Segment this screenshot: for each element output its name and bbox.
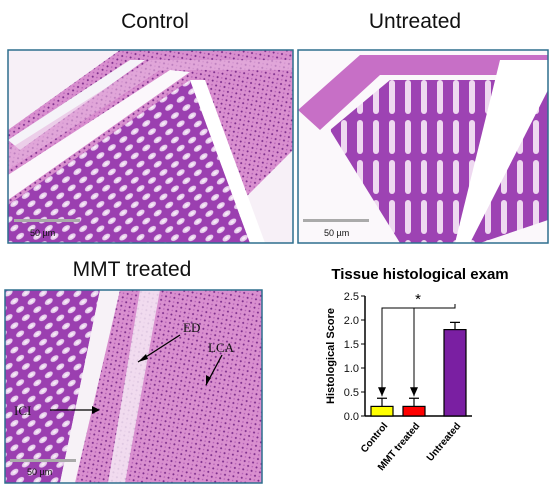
bar-chart: Tissue histological exam Histological Sc… [325, 266, 509, 473]
x-tick-label: Control [359, 421, 390, 455]
error-bar [409, 397, 419, 407]
annotation: ICI [14, 403, 31, 418]
significance-bracket [381, 304, 456, 325]
significance-label: * [415, 291, 421, 308]
x-tick-label: Untreated [425, 421, 463, 464]
arrow-head [92, 406, 100, 414]
chart-title: Tissue histological exam [331, 266, 508, 283]
y-axis-label: Histological Score [325, 308, 337, 404]
image-frame [297, 49, 549, 244]
y-tick-label: 1.0 [344, 363, 359, 375]
annotation: LCA [208, 340, 235, 355]
histology-image [8, 50, 293, 243]
scale-label: 50 µm [27, 467, 52, 477]
bar [402, 405, 426, 417]
panel-title: MMT treated [73, 258, 192, 281]
y-tick-label: 0.0 [344, 411, 359, 423]
bar [370, 405, 394, 417]
y-tick-label: 0.5 [344, 387, 359, 399]
arrow-head [410, 387, 418, 397]
panel-title: Untreated [369, 10, 461, 33]
histology-image [5, 290, 262, 483]
bar [443, 329, 467, 417]
y-tick-label: 2.5 [344, 291, 359, 303]
arrow-head [206, 375, 211, 385]
error-bar [450, 321, 460, 330]
scale-bar [303, 219, 369, 222]
image-frame [7, 49, 294, 244]
scale-bar [14, 219, 80, 222]
annotation: ED [183, 320, 200, 335]
histology-image [298, 50, 548, 243]
scale-bar [10, 459, 76, 462]
arrow-head [378, 387, 386, 397]
arrow-head [138, 354, 148, 362]
panel-title: Control [121, 10, 189, 33]
image-frame [4, 289, 263, 484]
error-bar [377, 397, 387, 407]
y-tick-label: 1.5 [344, 339, 359, 351]
scale-label: 50 µm [324, 228, 349, 238]
scale-label: 50 µm [30, 228, 55, 238]
y-tick-label: 2.0 [344, 315, 359, 327]
